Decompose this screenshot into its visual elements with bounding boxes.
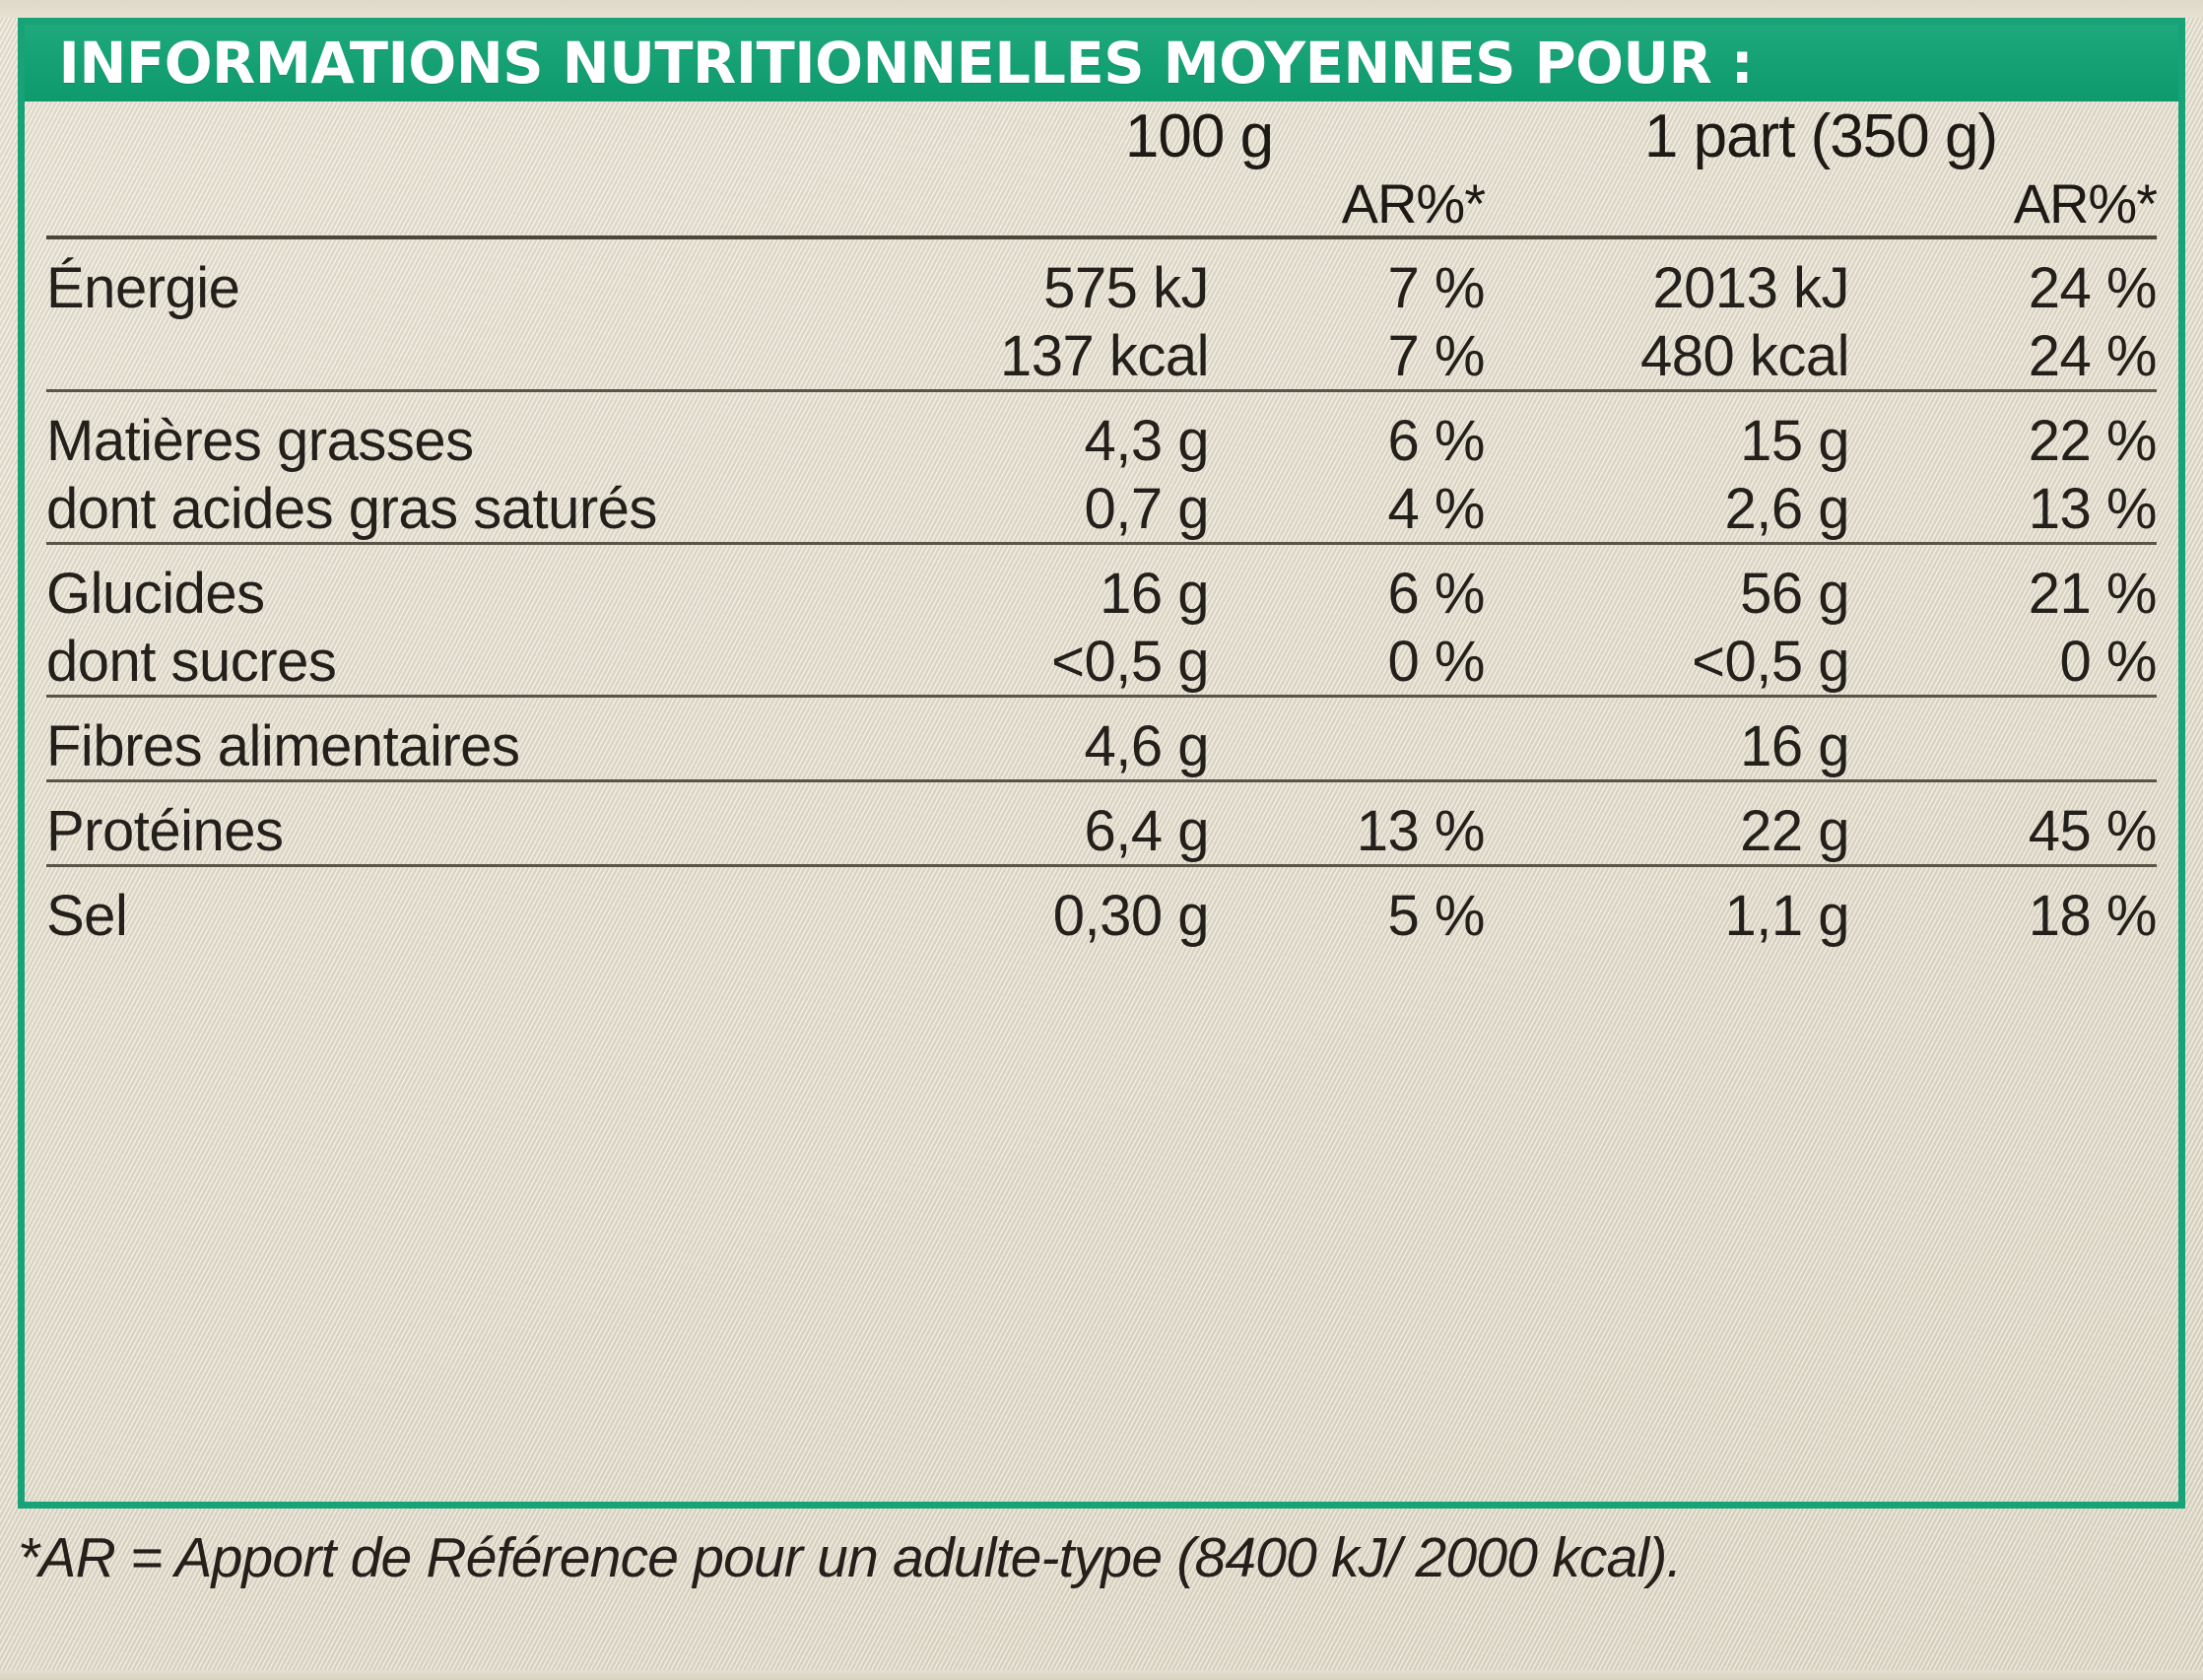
row-label-energie-kcal (46, 321, 913, 391)
row-ar-100g (1209, 695, 1485, 781)
row-value-portion: 480 kcal (1639, 324, 1850, 388)
row-ar-100g: 7 % (1387, 324, 1486, 388)
row-label-fibres: Fibres alimentaires (46, 695, 913, 781)
row-value-100g: 137 kcal (999, 324, 1210, 388)
header-per-portion: 1 part (350 g) (1643, 102, 1998, 170)
row-label-matieres-grasses: Matières grasses (46, 389, 913, 474)
table-row: Sel 0,30 g 5 % 1,1 g 18 % (46, 864, 2158, 949)
table-row: Glucides 16 g 6 % 56 g 21 % (46, 542, 2158, 627)
row-ar-100g: 0 % (1387, 630, 1486, 694)
nutrition-banner: INFORMATIONS NUTRITIONNELLES MOYENNES PO… (25, 25, 2178, 101)
row-value-100g: 0,7 g (1084, 477, 1210, 541)
row-label-sucres: dont sucres (46, 630, 337, 694)
header-cell-blank-2 (46, 171, 913, 237)
row-ar-portion: 24 % (2028, 324, 2158, 388)
header-ar-portion: AR%* (2013, 172, 2158, 235)
nutrition-table-area: 100 g 1 part (350 g) AR%* AR%* Énergie 5… (25, 101, 2178, 1502)
row-ar-100g: 6 % (1209, 389, 1486, 474)
row-label-proteines: Protéines (46, 779, 913, 866)
row-value-100g: 16 g (913, 542, 1210, 627)
row-label-sel: Sel (46, 864, 913, 949)
row-value-portion: 15 g (1485, 389, 1850, 474)
row-ar-100g: 13 % (1209, 779, 1486, 866)
row-value-portion: 22 g (1485, 779, 1850, 866)
table-row: Énergie 575 kJ 7 % 2013 kJ 24 % (46, 235, 2158, 321)
row-value-100g: 4,6 g (913, 695, 1210, 781)
row-ar-portion: 22 % (1849, 389, 2158, 474)
header-ar-100g: AR%* (1341, 172, 1486, 235)
table-row: Matières grasses 4,3 g 6 % 15 g 22 % (46, 389, 2158, 474)
row-ar-100g: 7 % (1209, 235, 1486, 321)
table-row: Protéines 6,4 g 13 % 22 g 45 % (46, 779, 2158, 866)
row-value-100g: 4,3 g (913, 389, 1210, 474)
table-header: 100 g 1 part (350 g) AR%* AR%* (46, 101, 2158, 237)
row-value-portion: 1,1 g (1485, 864, 1850, 949)
row-ar-100g: 6 % (1209, 542, 1486, 627)
header-cell-blank-3 (913, 171, 1209, 237)
row-label-energie: Énergie (46, 235, 913, 321)
banner-title: INFORMATIONS NUTRITIONNELLES MOYENNES PO… (58, 30, 1754, 97)
table-row: 137 kcal 7 % 480 kcal 24 % (46, 321, 2158, 391)
row-ar-100g: 4 % (1387, 477, 1486, 541)
row-ar-portion: 18 % (1849, 864, 2158, 949)
table-body: Énergie 575 kJ 7 % 2013 kJ 24 % 137 kcal… (46, 235, 2158, 949)
row-value-100g: 575 kJ (913, 235, 1210, 321)
paper-edge-bottom (0, 1670, 2203, 1680)
row-ar-portion: 0 % (2059, 630, 2158, 694)
row-value-portion: 2,6 g (1724, 477, 1850, 541)
row-ar-portion: 24 % (1849, 235, 2158, 321)
nutrition-table: 100 g 1 part (350 g) AR%* AR%* Énergie 5… (46, 101, 2158, 949)
row-label-acides-gras-satures: dont acides gras saturés (46, 477, 657, 541)
row-ar-portion: 13 % (2028, 477, 2158, 541)
row-label-glucides: Glucides (46, 542, 913, 627)
header-cell-blank-4 (1485, 171, 1849, 237)
row-ar-portion (1849, 695, 2157, 781)
table-row: dont sucres <0,5 g 0 % <0,5 g 0 % (46, 627, 2158, 697)
row-ar-portion: 21 % (1849, 542, 2158, 627)
header-cell-blank (46, 101, 913, 171)
row-value-portion: 16 g (1485, 695, 1850, 781)
paper-edge-top (0, 0, 2203, 18)
header-row-ar: AR%* AR%* (46, 171, 2158, 237)
reference-intake-footnote: *AR = Apport de Référence pour un adulte… (18, 1526, 1682, 1589)
row-value-100g: 0,30 g (913, 864, 1210, 949)
row-value-portion: 2013 kJ (1485, 235, 1850, 321)
row-value-portion: 56 g (1485, 542, 1850, 627)
header-row-units: 100 g 1 part (350 g) (46, 101, 2157, 171)
table-row: Fibres alimentaires 4,6 g 16 g (46, 695, 2157, 781)
row-value-100g: <0,5 g (1051, 630, 1209, 694)
table-frame (18, 18, 2185, 1509)
row-value-100g: 6,4 g (913, 779, 1210, 866)
row-ar-portion: 45 % (1849, 779, 2158, 866)
header-per-100g: 100 g (1124, 102, 1274, 170)
table-row: dont acides gras saturés 0,7 g 4 % 2,6 g… (46, 474, 2158, 544)
row-value-portion: <0,5 g (1692, 630, 1849, 694)
row-ar-100g: 5 % (1209, 864, 1486, 949)
